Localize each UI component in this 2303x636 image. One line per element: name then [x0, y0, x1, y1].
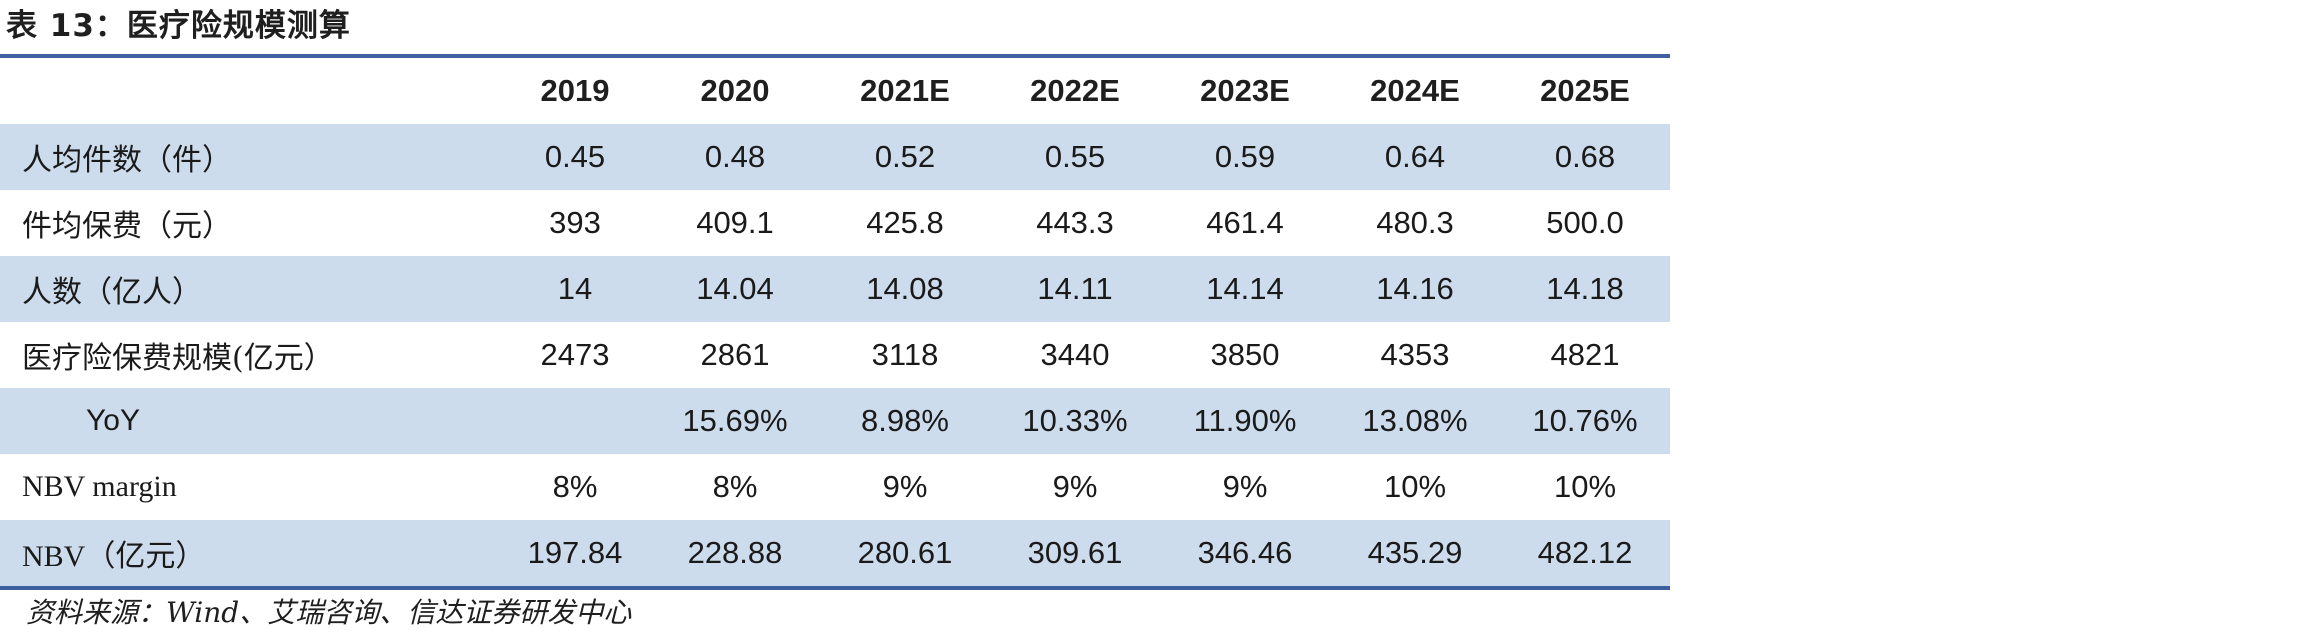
header-row: 2019 2020 2021E 2022E 2023E 2024E 2025E [0, 58, 1670, 124]
table-cell: 443.3 [1036, 205, 1114, 240]
table-cell: 10.33% [990, 388, 1160, 454]
table-cell: 500.0 [1546, 205, 1624, 240]
table-cell: 8.98% [820, 388, 990, 454]
source-note: 资料来源：Wind、艾瑞咨询、信达证券研发中心 [26, 596, 632, 629]
table-row: YoY 15.69% 8.98% 10.33% 11.90% 13.08% 10… [0, 388, 1670, 454]
table-row: 人均件数（件） 0.45 0.48 0.52 0.55 0.59 0.64 0.… [0, 124, 1670, 190]
table-cell: 9% [1052, 469, 1098, 504]
table-cell: 280.61 [820, 520, 990, 586]
header-cell-2019: 2019 [540, 73, 610, 108]
table-cell: 3440 [1040, 337, 1110, 372]
table-cell: 9% [882, 469, 928, 504]
table-cell: 15.69% [650, 388, 820, 454]
table-cell: 0.68 [1500, 124, 1670, 190]
table-cell: 9% [1222, 469, 1268, 504]
header-cell-2022e: 2022E [1030, 73, 1120, 108]
header-cell-label [0, 58, 500, 124]
row-label: 人均件数（件） [0, 124, 500, 190]
table-cell: 480.3 [1376, 205, 1454, 240]
table-cell: 14.11 [990, 256, 1160, 322]
top-rule [0, 54, 1670, 58]
table-cell: 0.48 [650, 124, 820, 190]
table-cell: 461.4 [1206, 205, 1284, 240]
table-cell: 228.88 [650, 520, 820, 586]
table-cell: 10% [1553, 469, 1617, 504]
table-cell: 3850 [1210, 337, 1280, 372]
table-cell: 409.1 [696, 205, 774, 240]
table-cell: 197.84 [500, 520, 650, 586]
row-label: 人数（亿人） [0, 256, 500, 322]
header-cell-2024e: 2024E [1370, 73, 1460, 108]
table-cell: 393 [549, 205, 601, 240]
table-cell: 13.08% [1330, 388, 1500, 454]
table-cell: 14.04 [650, 256, 820, 322]
table-cell: 14.14 [1160, 256, 1330, 322]
table-cell: 3118 [871, 337, 939, 372]
row-label: 医疗险保费规模(亿元） [22, 341, 334, 376]
table-cell: 2861 [700, 337, 770, 372]
table-cell: 0.45 [500, 124, 650, 190]
table-cell: 11.90% [1160, 388, 1330, 454]
table-cell: 14.08 [820, 256, 990, 322]
header-cell-2020: 2020 [700, 73, 770, 108]
table-cell: 0.59 [1160, 124, 1330, 190]
table-cell: 10% [1383, 469, 1447, 504]
table-cell: 4821 [1550, 337, 1620, 372]
row-label: YoY [0, 388, 500, 454]
table-cell: 4353 [1380, 337, 1450, 372]
data-table: 2019 2020 2021E 2022E 2023E 2024E 2025E … [0, 58, 1670, 586]
header-cell-2021e: 2021E [860, 73, 950, 108]
table-cell: 8% [712, 469, 758, 504]
table-cell: 10.76% [1500, 388, 1670, 454]
table-cell: 0.52 [820, 124, 990, 190]
table-cell: 309.61 [990, 520, 1160, 586]
table-cell: 435.29 [1330, 520, 1500, 586]
header-cell-2023e: 2023E [1200, 73, 1290, 108]
table-cell: 425.8 [866, 205, 944, 240]
table-title: 表 13：医疗险规模测算 [6, 8, 351, 44]
table-row: 医疗险保费规模(亿元） 2473 2861 3118 3440 3850 435… [0, 322, 1670, 388]
document-table-figure: 表 13：医疗险规模测算 2019 2020 2021E 2022E 2023E… [0, 8, 1670, 629]
table-cell: 14.16 [1330, 256, 1500, 322]
table-row: NBV margin 8% 8% 9% 9% 9% 10% 10% [0, 454, 1670, 520]
table-row: 件均保费（元） 393 409.1 425.8 443.3 461.4 480.… [0, 190, 1670, 256]
table-cell: 346.46 [1160, 520, 1330, 586]
table-cell: 0.64 [1330, 124, 1500, 190]
table-cell: 2473 [540, 337, 610, 372]
bottom-rule [0, 586, 1670, 590]
table-cell [500, 388, 650, 454]
row-label: 件均保费（元） [22, 209, 232, 244]
table-cell: 482.12 [1500, 520, 1670, 586]
row-label: NBV margin [22, 470, 177, 503]
table-row: NBV（亿元） 197.84 228.88 280.61 309.61 346.… [0, 520, 1670, 586]
table-cell: 14 [500, 256, 650, 322]
header-cell-2025e: 2025E [1540, 73, 1630, 108]
table-cell: 8% [552, 469, 598, 504]
table-cell: 0.55 [990, 124, 1160, 190]
table-row: 人数（亿人） 14 14.04 14.08 14.11 14.14 14.16 … [0, 256, 1670, 322]
row-label: NBV（亿元） [0, 520, 500, 586]
table-cell: 14.18 [1500, 256, 1670, 322]
